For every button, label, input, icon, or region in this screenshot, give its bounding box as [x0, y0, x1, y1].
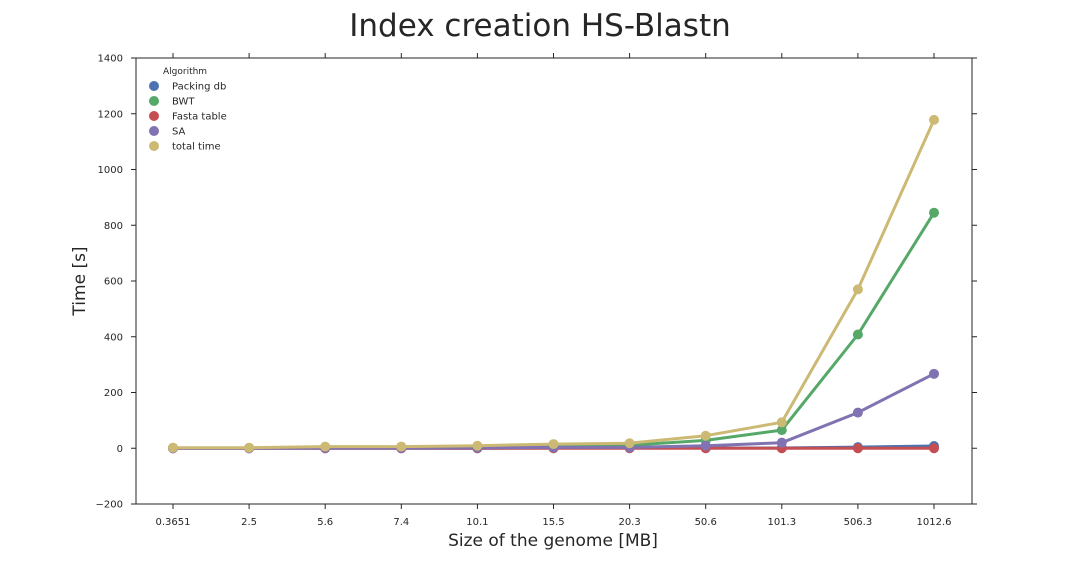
legend-label: total time — [172, 142, 221, 153]
data-point — [776, 417, 787, 428]
data-point — [624, 438, 635, 449]
data-point — [776, 425, 787, 436]
y-tick-label: 800 — [104, 221, 123, 232]
series-line — [171, 118, 936, 450]
series-line — [171, 211, 936, 450]
legend-label: Fasta table — [172, 112, 227, 123]
data-point — [929, 207, 939, 218]
y-tick-label: 1000 — [98, 165, 123, 176]
data-point — [776, 437, 787, 448]
legend-marker — [149, 126, 159, 136]
x-tick-label: 7.4 — [393, 517, 409, 528]
data-point — [396, 441, 407, 452]
series-total-time — [168, 114, 939, 453]
series-line — [171, 372, 936, 450]
data-point — [700, 440, 711, 451]
y-tick-label: 1200 — [98, 109, 123, 120]
series-lines — [168, 114, 939, 454]
y-tick-label: 0 — [117, 444, 123, 455]
x-tick-label: 10.1 — [466, 517, 488, 528]
y-tick-label: −200 — [96, 500, 123, 511]
data-point — [548, 439, 559, 450]
legend-marker — [149, 81, 159, 91]
data-point — [168, 442, 178, 453]
legend-marker — [149, 96, 159, 106]
x-tick-label: 15.5 — [542, 517, 564, 528]
y-axis-label: Time [s] — [70, 246, 90, 316]
data-point — [320, 441, 331, 452]
y-tick-label: 600 — [104, 277, 123, 288]
y-ticks: −200 0 200 400 600 800 1000 1200 1400 — [96, 54, 977, 511]
data-point — [852, 443, 863, 454]
legend-title: Algorithm — [163, 67, 207, 77]
data-point — [929, 443, 939, 454]
data-point — [852, 284, 863, 295]
data-point — [929, 114, 939, 125]
y-tick-label: 1400 — [98, 54, 123, 65]
x-tick-label: 506.3 — [844, 517, 873, 528]
x-tick-label: 0.3651 — [156, 517, 191, 528]
legend-marker — [149, 141, 159, 151]
legend-marker — [149, 111, 159, 121]
chart-title: Index creation HS-Blastn — [349, 8, 731, 44]
x-tick-label: 20.3 — [618, 517, 640, 528]
x-tick-label: 101.3 — [767, 517, 796, 528]
data-point — [700, 430, 711, 441]
data-point — [244, 442, 255, 453]
legend: Algorithm Packing db BWT Fasta table SA tota… — [149, 67, 227, 153]
x-ticks: 0.3651 2.5 5.6 7.4 10.1 15.5 20.3 50.6 101.3 506.… — [156, 53, 952, 528]
data-point — [852, 407, 863, 418]
legend-label: Packing db — [172, 82, 226, 93]
y-tick-label: 400 — [104, 332, 123, 343]
legend-label: BWT — [172, 97, 195, 108]
x-tick-label: 50.6 — [695, 517, 717, 528]
x-axis-label: Size of the genome [MB] — [448, 531, 658, 551]
x-tick-label: 1012.6 — [917, 517, 952, 528]
data-point — [929, 368, 939, 379]
x-tick-label: 2.5 — [241, 517, 257, 528]
y-tick-label: 200 — [104, 388, 123, 399]
data-point — [472, 440, 483, 451]
x-tick-label: 5.6 — [317, 517, 333, 528]
legend-label: SA — [172, 127, 186, 138]
series-bwt — [168, 207, 939, 453]
plot-frame — [135, 57, 973, 505]
data-point — [852, 329, 863, 340]
